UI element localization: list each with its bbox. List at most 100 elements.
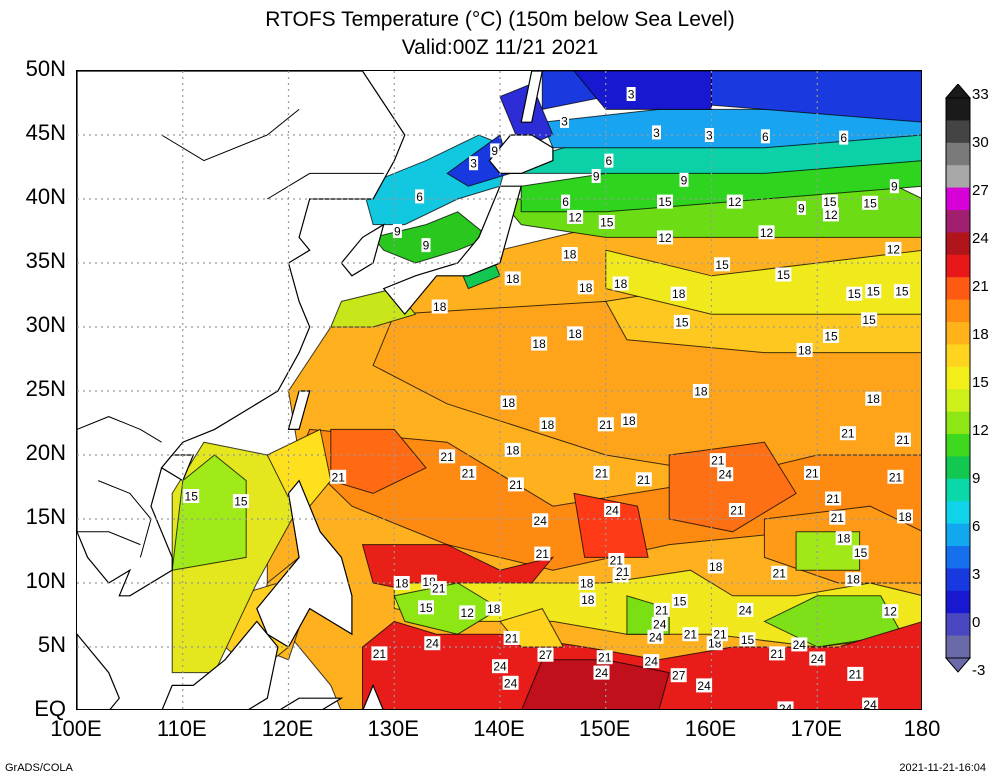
svg-text:24: 24 xyxy=(534,514,548,528)
svg-text:12: 12 xyxy=(824,208,838,222)
contour-label: 18 xyxy=(897,509,913,524)
svg-text:21: 21 xyxy=(373,647,387,661)
svg-text:6: 6 xyxy=(840,131,847,145)
contour-label: 18 xyxy=(692,384,709,399)
colorbar-tick-label: 0 xyxy=(972,614,981,631)
contour-label: 6 xyxy=(604,153,614,168)
contour-label: 3 xyxy=(560,113,569,128)
svg-text:3: 3 xyxy=(628,88,635,102)
lat-tick-label: EQ xyxy=(34,696,66,721)
contour-label: 21 xyxy=(709,453,726,468)
contour-label: 15 xyxy=(821,194,838,209)
lon-tick-label: 100E xyxy=(50,716,102,741)
temperature-map[interactable]: 3 3 3 3 3 6 6 6 6 6 9 9 9 9 9 9 9 12 12 12 12 12 12 12 12 15 15 15 1… xyxy=(76,70,922,710)
contour-label: 21 xyxy=(653,602,670,617)
contour-label: 24 xyxy=(647,629,664,644)
colorbar-tick-label: 21 xyxy=(972,278,989,295)
svg-text:24: 24 xyxy=(493,660,507,674)
svg-text:24: 24 xyxy=(811,652,825,666)
contour-label: 27 xyxy=(670,668,687,683)
contour-label: 21 xyxy=(825,491,842,506)
colorbar-tick-label: 24 xyxy=(972,230,989,247)
contour-label: 15 xyxy=(418,600,434,615)
svg-text:18: 18 xyxy=(541,418,555,432)
contour-label: 15 xyxy=(657,194,673,209)
contour-label: 21 xyxy=(608,553,625,568)
lat-tick-label: 50N xyxy=(25,56,66,81)
svg-text:21: 21 xyxy=(655,603,669,617)
svg-text:15: 15 xyxy=(862,313,876,327)
contour-label: 9 xyxy=(889,179,899,194)
lat-tick-label: 35N xyxy=(25,248,66,273)
contour-label: 12 xyxy=(657,230,673,245)
svg-text:24: 24 xyxy=(504,676,518,690)
svg-text:24: 24 xyxy=(649,630,663,644)
contour-label: 24 xyxy=(593,665,610,680)
land-mask xyxy=(77,71,554,709)
contour-label: 18 xyxy=(393,576,410,591)
svg-text:18: 18 xyxy=(487,602,501,616)
svg-text:27: 27 xyxy=(539,648,553,662)
svg-text:12: 12 xyxy=(887,242,901,256)
svg-text:21: 21 xyxy=(831,511,845,525)
svg-text:9: 9 xyxy=(593,170,600,184)
svg-text:24: 24 xyxy=(739,603,753,617)
lat-tick-label: 20N xyxy=(25,440,66,465)
svg-text:6: 6 xyxy=(762,130,769,144)
svg-text:12: 12 xyxy=(884,605,898,619)
contour-label: 24 xyxy=(424,636,441,651)
contour-label: 9 xyxy=(421,238,431,253)
contour-label: 18 xyxy=(865,391,882,406)
colorbar-tick-label: 12 xyxy=(972,422,989,439)
contour-label: 15 xyxy=(865,284,882,299)
contour-label: 18 xyxy=(531,336,548,351)
contour-label: 21 xyxy=(503,631,520,646)
lon-tick-label: 120E xyxy=(261,716,314,741)
svg-text:9: 9 xyxy=(491,144,498,158)
svg-text:21: 21 xyxy=(684,628,698,642)
svg-text:21: 21 xyxy=(713,628,727,642)
contour-label: 18 xyxy=(567,326,584,341)
svg-text:21: 21 xyxy=(711,454,725,468)
lat-tick-label: 15N xyxy=(25,504,66,529)
svg-text:18: 18 xyxy=(433,300,447,314)
svg-text:18: 18 xyxy=(694,385,708,399)
contour-label: 15 xyxy=(183,489,200,504)
contour-label: 21 xyxy=(839,426,856,441)
svg-text:12: 12 xyxy=(568,210,582,224)
svg-text:18: 18 xyxy=(837,532,851,546)
svg-text:18: 18 xyxy=(622,414,636,428)
svg-text:15: 15 xyxy=(824,330,838,344)
svg-text:24: 24 xyxy=(645,655,659,669)
svg-text:21: 21 xyxy=(770,647,784,661)
svg-text:6: 6 xyxy=(416,190,423,204)
contour-label: 15 xyxy=(598,215,615,230)
svg-text:24: 24 xyxy=(779,702,793,710)
svg-text:24: 24 xyxy=(719,468,733,482)
colorbar-tick-label: 6 xyxy=(972,518,981,535)
contour-label: 15 xyxy=(739,632,756,647)
svg-text:18: 18 xyxy=(898,510,912,524)
contour-label: 15 xyxy=(861,312,878,327)
contour-label: 3 xyxy=(469,156,479,171)
svg-text:15: 15 xyxy=(854,546,868,560)
contour-label: 18 xyxy=(431,299,448,314)
svg-text:21: 21 xyxy=(440,450,454,464)
svg-text:21: 21 xyxy=(849,667,863,681)
svg-text:18: 18 xyxy=(672,287,686,301)
svg-text:18: 18 xyxy=(568,327,582,341)
contour-label: 12 xyxy=(459,605,476,620)
contour-label: 18 xyxy=(796,343,813,358)
contour-label: 21 xyxy=(682,627,699,642)
svg-text:12: 12 xyxy=(728,195,742,209)
svg-text:15: 15 xyxy=(715,258,729,272)
contour-label: 9 xyxy=(392,224,402,239)
contour-label: 12 xyxy=(823,207,839,222)
svg-text:15: 15 xyxy=(673,594,687,608)
contour-label: 21 xyxy=(439,449,456,464)
svg-text:24: 24 xyxy=(595,666,609,680)
contour-label: 3 xyxy=(652,125,661,140)
contour-label: 24 xyxy=(717,467,734,482)
map-title: RTOFS Temperature (°C) (150m below Sea L… xyxy=(265,8,735,31)
contour-label: 24 xyxy=(532,513,549,528)
